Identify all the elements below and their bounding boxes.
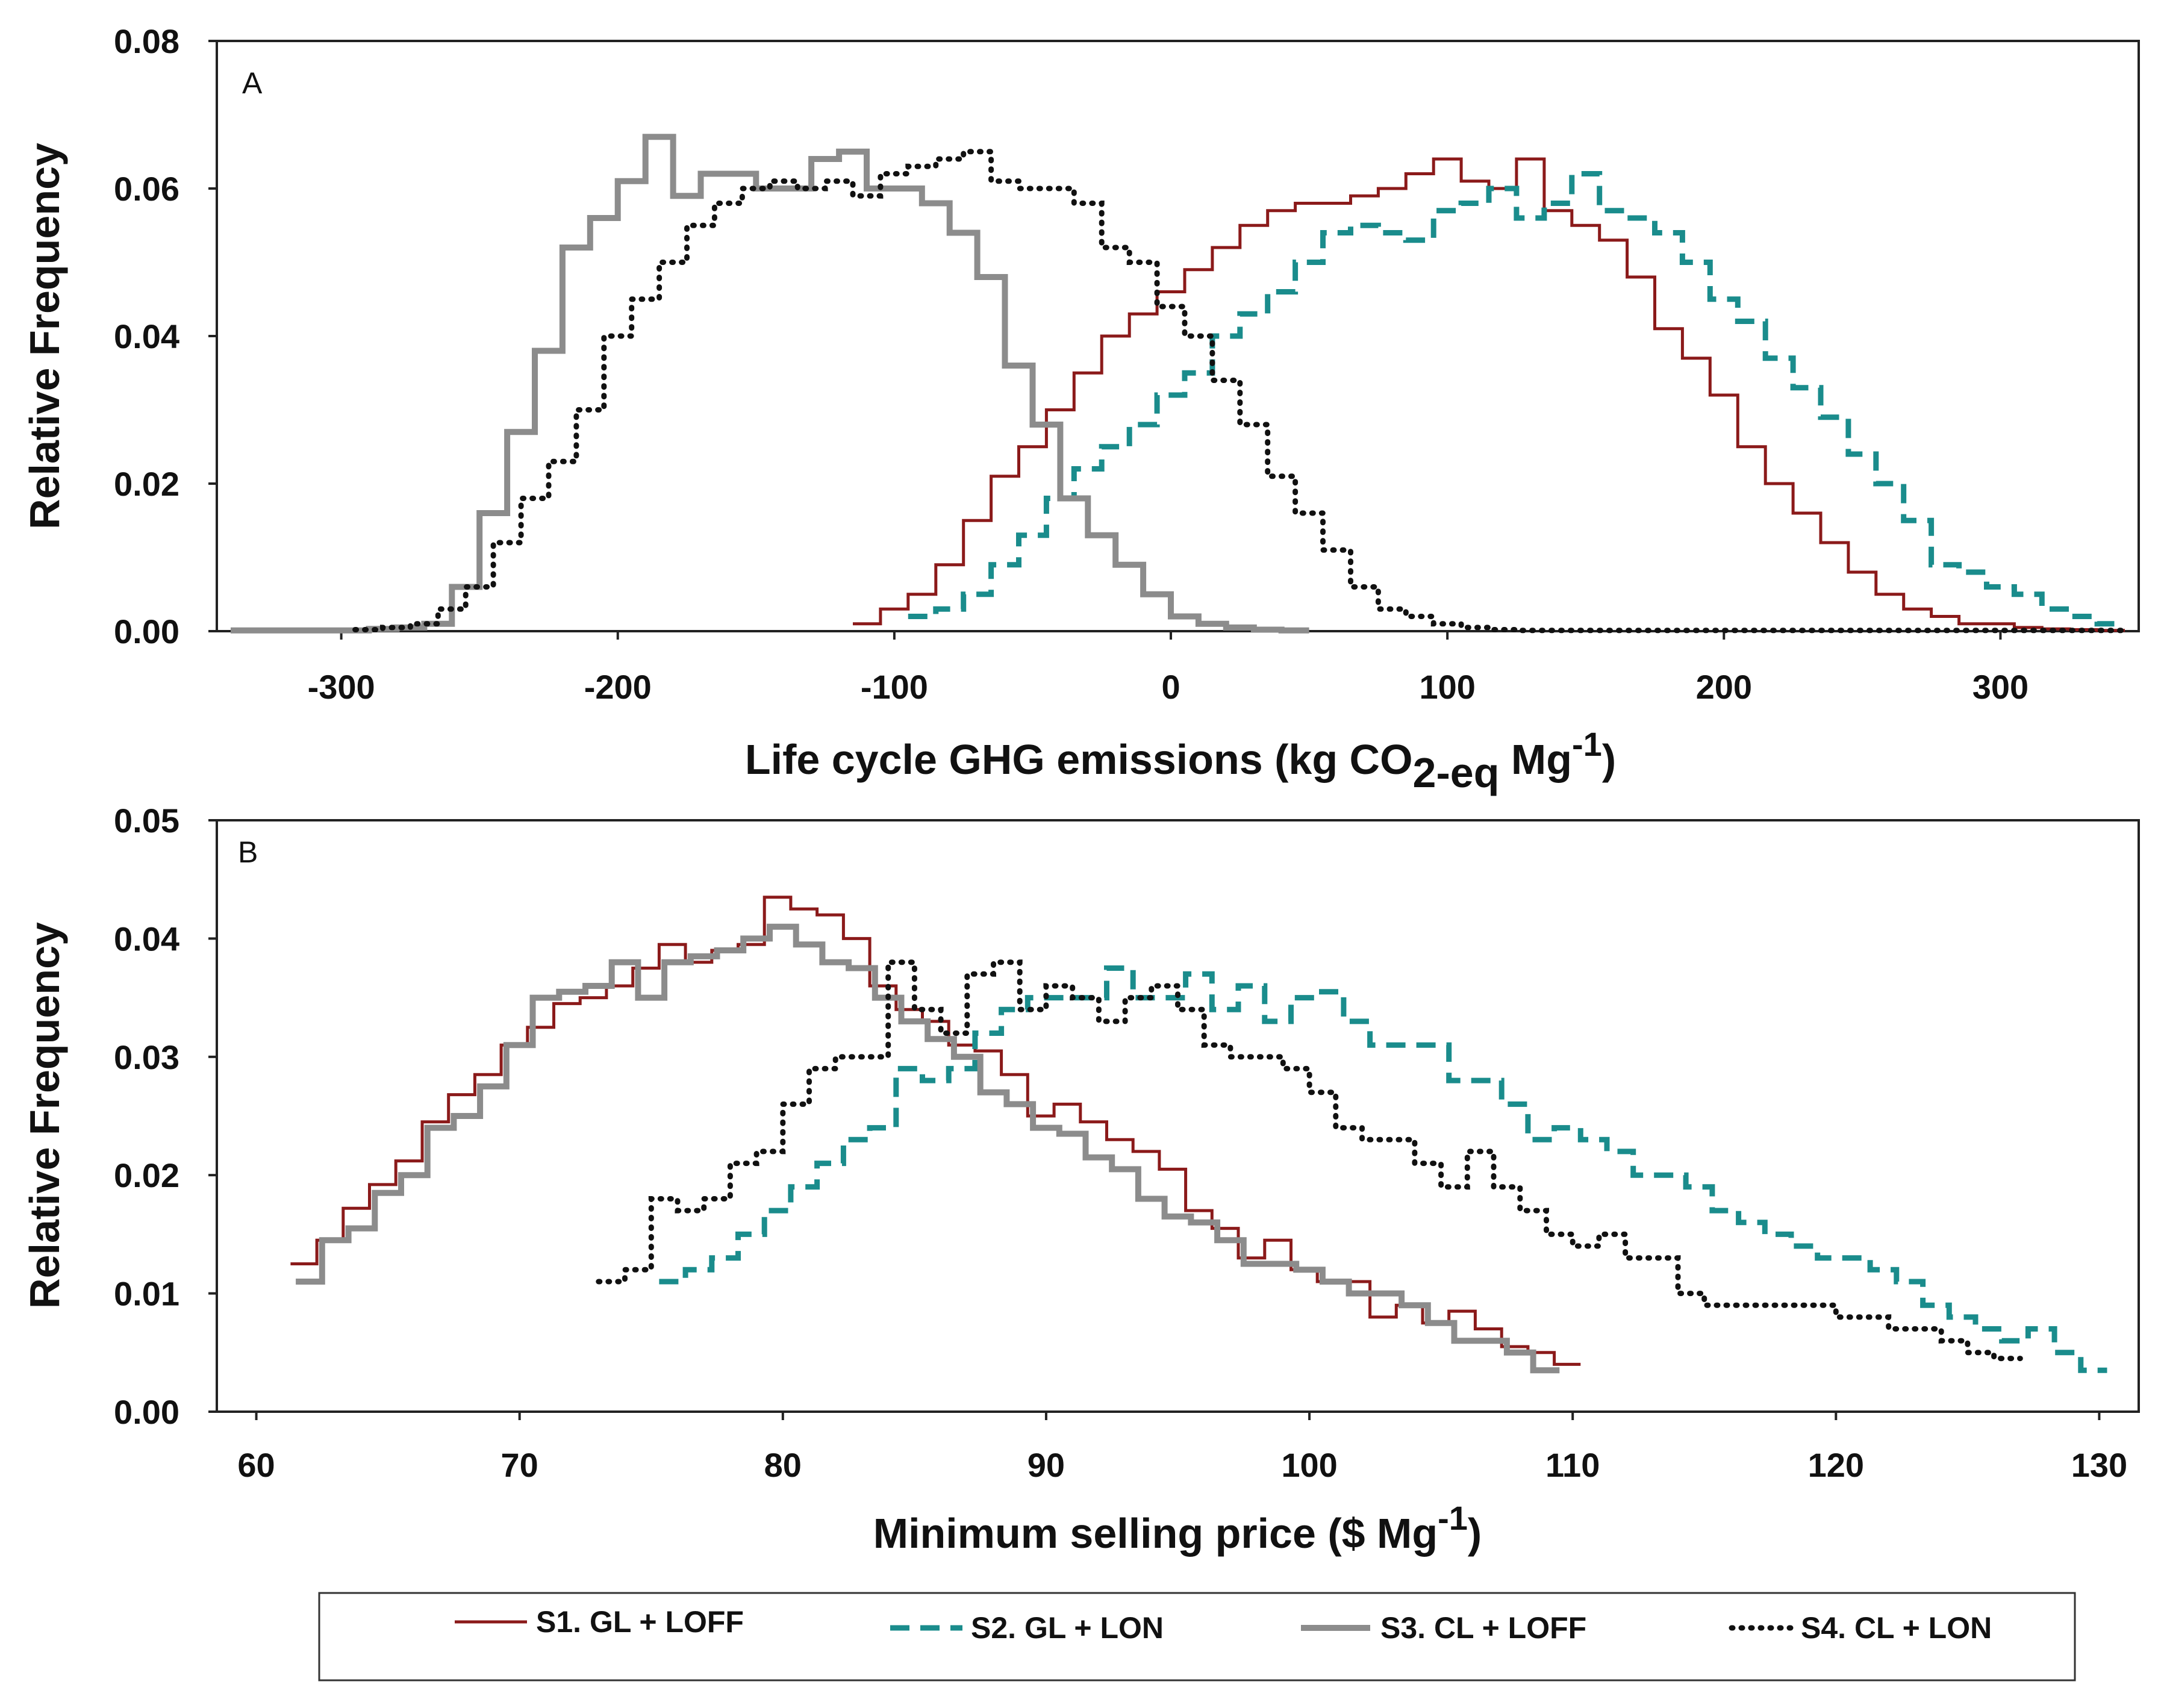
x-tick-label: 200 [1696, 668, 1752, 706]
series-s2-line [908, 171, 2125, 627]
series-s4-line [596, 959, 2023, 1362]
y-tick-label: 0.04 [114, 920, 179, 958]
legend-label-s3: S3. CL + LOFF [1380, 1611, 1586, 1645]
panel-a-y-title: Relative Frequency [21, 143, 68, 529]
x-tick-label: 0 [1161, 668, 1180, 706]
panel-a-y-axis: 0.00 0.02 0.04 0.06 0.08 [114, 22, 217, 650]
legend-item-s3: S3. CL + LOFF [1301, 1611, 1586, 1645]
panel-a-x-title-sup: -1 [1572, 725, 1602, 763]
x-tick-label: 80 [764, 1446, 802, 1484]
panel-b-series [290, 896, 2107, 1374]
x-tick-label: -100 [861, 668, 928, 706]
legend: S1. GL + LOFF S2. GL + LON S3. CL + LOFF… [318, 1592, 2076, 1682]
panel-a-frame [216, 40, 2140, 632]
panel-a-x-title-end: ) [1602, 736, 1616, 783]
panel-a-x-axis: -300 -200 -100 0 100 200 300 [308, 631, 2028, 706]
y-tick-label: 0.02 [114, 465, 179, 503]
x-tick-label: 90 [1027, 1446, 1065, 1484]
x-tick-label: 130 [2071, 1446, 2127, 1484]
x-tick-label: 110 [1545, 1446, 1600, 1484]
panel-b-x-title-sup: -1 [1438, 1499, 1468, 1537]
y-tick-label: 0.03 [114, 1038, 179, 1076]
y-tick-label: 0.01 [114, 1275, 179, 1313]
x-tick-label: 100 [1419, 668, 1475, 706]
x-tick-label: -300 [308, 668, 375, 706]
series-s4-line [352, 149, 2128, 634]
panel-b-y-axis: 0.00 0.01 0.02 0.03 0.04 0.05 [114, 802, 217, 1431]
panel-b: B 0.00 0.01 0.02 0.03 0.04 0.05 60 70 80 90 100 11… [21, 802, 2140, 1557]
legend-label-s2: S2. GL + LON [971, 1611, 1164, 1645]
panel-a: A 0.00 0.02 0.04 0.06 0.08 -300 -200 -100 0 100 2… [21, 22, 2140, 796]
y-tick-label: 0.06 [114, 170, 179, 208]
x-tick-label: -200 [584, 668, 652, 706]
panel-b-x-title-end: ) [1468, 1510, 1482, 1557]
panel-a-x-title-main: Life cycle GHG emissions (kg CO [745, 736, 1413, 783]
y-tick-label: 0.02 [114, 1156, 179, 1194]
legend-item-s2: S2. GL + LON [890, 1611, 1164, 1645]
panel-b-letter: B [238, 835, 258, 869]
x-tick-label: 300 [1972, 668, 2028, 706]
series-s1-line [853, 157, 2125, 632]
y-tick-label: 0.08 [114, 22, 179, 60]
panel-b-y-title: Relative Frequency [21, 922, 68, 1309]
panel-a-x-title-sub: 2-eq [1413, 749, 1500, 796]
y-tick-label: 0.00 [114, 612, 179, 650]
y-tick-label: 0.04 [114, 317, 179, 355]
x-tick-label: 70 [501, 1446, 538, 1484]
legend-label-s1: S1. GL + LOFF [536, 1605, 744, 1639]
series-s3-line [231, 134, 1309, 634]
series-s3-line [296, 923, 1560, 1374]
panel-b-x-title: Minimum selling price ($ Mg-1) [873, 1499, 1482, 1557]
y-tick-label: 0.00 [114, 1393, 179, 1431]
legend-item-s4: S4. CL + LON [1729, 1611, 1992, 1645]
legend-item-s1: S1. GL + LOFF [455, 1605, 744, 1639]
panel-b-frame [216, 819, 2140, 1413]
legend-label-s4: S4. CL + LON [1801, 1611, 1992, 1645]
panel-b-x-axis: 60 70 80 90 100 110 120 130 [237, 1412, 2127, 1484]
panel-a-x-title-unit: Mg [1499, 736, 1572, 783]
panel-a-letter: A [242, 66, 263, 100]
x-tick-label: 100 [1281, 1446, 1337, 1484]
panel-b-x-title-main: Minimum selling price ($ Mg [873, 1510, 1438, 1557]
x-tick-label: 60 [237, 1446, 275, 1484]
series-s2-line [659, 965, 2107, 1373]
x-tick-label: 120 [1808, 1446, 1864, 1484]
legend-frame [318, 1592, 2076, 1682]
panel-a-series [231, 134, 2128, 634]
panel-a-x-title: Life cycle GHG emissions (kg CO2-eq Mg-1… [745, 725, 1616, 796]
y-tick-label: 0.05 [114, 802, 179, 840]
